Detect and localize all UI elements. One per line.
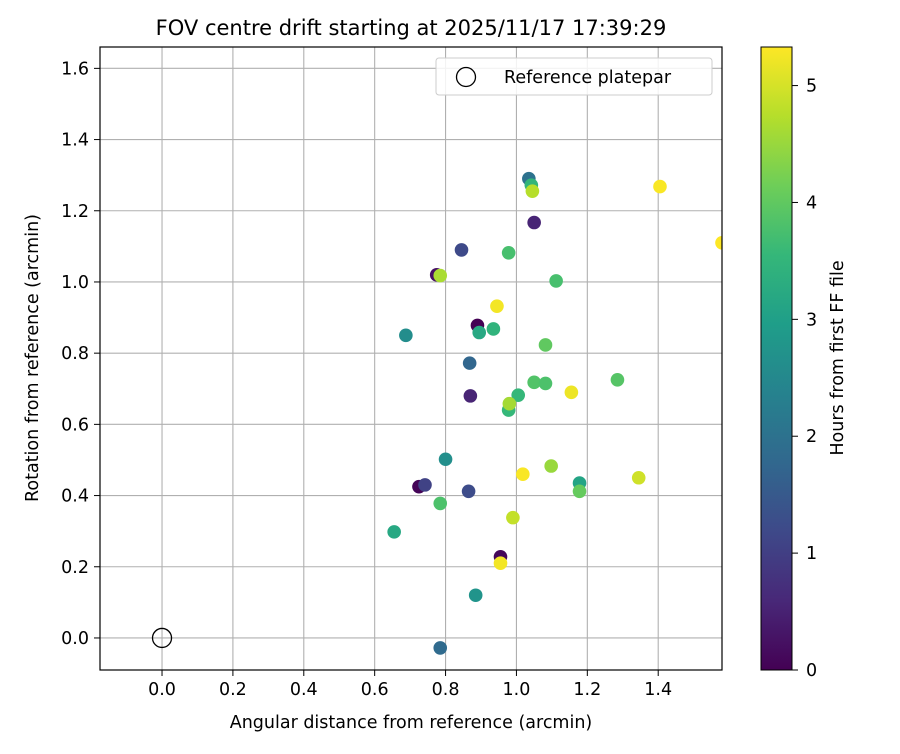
colorbar-tick-label: 1	[806, 544, 817, 564]
data-point	[538, 338, 553, 352]
legend: Reference platepar	[435, 57, 713, 96]
data-point	[433, 268, 448, 283]
data-point	[715, 236, 722, 250]
y-tick-label: 0.0	[61, 629, 89, 649]
data-point	[399, 328, 413, 343]
y-tick-label: 1.6	[61, 59, 89, 79]
data-point	[544, 459, 558, 473]
y-tick-label: 0.2	[61, 558, 89, 578]
colorbar-tick-label: 4	[806, 193, 817, 213]
data-point	[501, 245, 516, 260]
reference-marker-group	[151, 627, 173, 649]
data-point	[418, 478, 432, 492]
colorbar: 0 1 2 3 4 5 Hours from first FF file	[760, 46, 848, 681]
y-axis-ticks: 0.0 0.2 0.4 0.6 0.8 1.0 1.2 1.4 1.6	[61, 59, 100, 649]
plot-frame	[99, 46, 723, 671]
data-point	[502, 396, 517, 411]
legend-box	[435, 57, 713, 96]
colorbar-label: Hours from first FF file	[828, 260, 848, 455]
colorbar-tick-label: 0	[806, 661, 817, 681]
legend-label: Reference platepar	[504, 68, 672, 88]
colorbar-tick-label: 5	[806, 77, 817, 97]
data-point	[653, 179, 667, 194]
data-point	[527, 375, 541, 390]
x-tick-label: 1.2	[573, 680, 601, 700]
data-point	[538, 376, 553, 391]
data-point	[490, 299, 504, 313]
reference-platepar-marker	[151, 627, 173, 649]
data-point	[461, 484, 476, 499]
colorbar-tick-label: 2	[806, 427, 817, 447]
data-point	[486, 322, 501, 336]
x-axis-ticks: 0.0 0.2 0.4 0.6 0.8 1.0 1.2 1.4	[148, 670, 672, 700]
data-point	[387, 525, 401, 539]
y-tick-label: 0.4	[61, 487, 89, 507]
x-tick-label: 0.2	[219, 680, 247, 700]
x-tick-label: 0.4	[290, 680, 318, 700]
data-point	[454, 243, 469, 257]
data-point	[572, 484, 587, 499]
data-point	[506, 510, 520, 525]
grid-lines	[100, 47, 722, 670]
colorbar-tick-label: 3	[806, 310, 817, 330]
data-point	[511, 388, 526, 402]
data-point	[631, 470, 646, 485]
data-point	[610, 373, 625, 387]
data-point	[468, 588, 483, 603]
y-tick-label: 1.4	[61, 131, 89, 151]
y-tick-label: 1.2	[61, 202, 89, 222]
data-point	[527, 215, 541, 230]
colorbar-gradient	[760, 46, 793, 671]
legend-reference-marker	[455, 66, 477, 88]
data-point	[433, 496, 448, 511]
y-tick-label: 0.8	[61, 344, 89, 364]
x-tick-label: 1.4	[644, 680, 672, 700]
x-tick-label: 0.6	[361, 680, 389, 700]
x-axis-label: Angular distance from reference (arcmin)	[230, 713, 593, 733]
data-point	[525, 184, 540, 198]
chart-title: FOV centre drift starting at 2025/11/17 …	[156, 16, 667, 40]
data-point	[462, 356, 477, 370]
data-point	[549, 274, 563, 288]
data-point	[493, 556, 508, 570]
x-tick-label: 0.0	[148, 680, 176, 700]
y-tick-label: 1.0	[61, 273, 89, 293]
y-axis-label: Rotation from reference (arcmin)	[23, 214, 43, 502]
colorbar-ticks: 0 1 2 3 4 5	[792, 77, 817, 681]
data-point	[472, 325, 487, 340]
data-point	[438, 452, 453, 467]
data-point	[564, 385, 579, 400]
data-point	[433, 641, 448, 655]
data-point	[463, 389, 478, 403]
data-point	[516, 467, 530, 482]
data-points	[387, 171, 722, 655]
x-tick-label: 1.0	[503, 680, 531, 700]
y-tick-label: 0.6	[61, 415, 89, 435]
x-tick-label: 0.8	[432, 680, 460, 700]
